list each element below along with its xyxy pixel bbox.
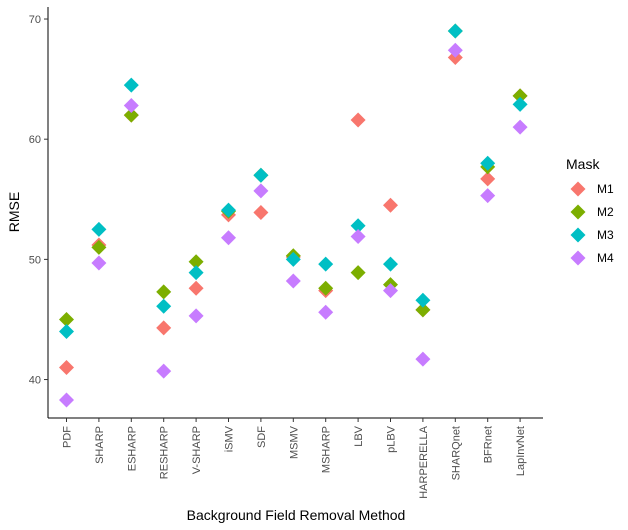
plot-area: 40 50 60 70 PDF SHARP ESHARP RESHARP V-SHARP iSM…	[29, 7, 543, 499]
point-m3	[350, 218, 366, 234]
point-m1	[253, 205, 269, 220]
x-tick-label: SHARP	[94, 426, 106, 464]
point-m4	[59, 392, 74, 408]
point-m3	[447, 23, 463, 39]
x-tick-label: HARPERELLA	[418, 425, 430, 498]
points-layer	[59, 23, 528, 408]
point-m4	[188, 308, 204, 324]
point-m2	[188, 254, 204, 270]
legend-label: M3	[597, 228, 614, 242]
point-m4	[383, 283, 398, 299]
point-m2	[59, 311, 74, 327]
y-ticks: 40 50 60 70	[29, 14, 48, 387]
legend-items: M1 M2 M3 M4	[570, 181, 614, 266]
point-m2	[156, 284, 172, 300]
y-axis-title: RMSE	[6, 192, 22, 232]
point-m2	[512, 88, 528, 104]
point-m4	[447, 42, 463, 58]
point-m2	[91, 239, 107, 255]
point-m3	[512, 96, 528, 112]
legend-key-m4	[570, 250, 586, 266]
legend: Mask M1 M2 M3 M4	[566, 156, 614, 266]
y-tick-label: 70	[29, 14, 41, 26]
point-m1	[156, 320, 172, 336]
x-tick-label: LapInvNet	[515, 426, 527, 476]
point-m3	[285, 251, 301, 267]
legend-key-m1	[570, 181, 586, 197]
x-tick-label: SDF	[256, 426, 268, 448]
x-tick-label: V-SHARP	[191, 426, 203, 474]
point-m2	[415, 302, 431, 318]
point-m3	[156, 298, 172, 314]
point-m4	[512, 119, 528, 135]
legend-title: Mask	[566, 156, 600, 172]
point-m2	[318, 280, 334, 296]
legend-label: M2	[597, 205, 614, 219]
point-m4	[350, 229, 366, 245]
point-m4	[318, 304, 334, 320]
point-m4	[415, 351, 431, 367]
point-m1	[350, 112, 366, 128]
legend-key-m2	[570, 204, 586, 220]
point-m3	[383, 256, 398, 272]
point-m2	[350, 265, 366, 281]
point-m3	[415, 292, 431, 308]
x-tick-label: PDF	[62, 426, 74, 448]
point-m4	[91, 255, 107, 271]
x-tick-label: MSHARP	[321, 426, 333, 473]
x-tick-label: iSMV	[224, 425, 236, 452]
point-m3	[123, 77, 139, 93]
legend-label: M4	[597, 251, 614, 265]
point-m4	[285, 273, 301, 289]
point-m1	[188, 280, 204, 296]
x-tick-label: MSMV	[288, 425, 300, 459]
point-m3	[59, 323, 74, 339]
point-m3	[91, 221, 107, 237]
point-m4	[253, 183, 269, 199]
y-tick-label: 50	[29, 254, 41, 266]
point-m4	[123, 98, 139, 114]
point-m3	[253, 167, 269, 183]
point-m4	[480, 188, 496, 204]
legend-key-m3	[570, 227, 586, 243]
point-m3	[318, 256, 334, 272]
x-axis-title: Background Field Removal Method	[187, 507, 406, 523]
point-m3	[221, 202, 236, 218]
x-tick-label: RESHARP	[159, 426, 171, 479]
x-tick-label: BFRnet	[483, 426, 495, 463]
y-tick-label: 60	[29, 134, 41, 146]
y-tick-label: 40	[29, 375, 41, 387]
point-m1	[480, 171, 496, 187]
point-m2	[123, 107, 139, 123]
x-tick-label: pLBV	[386, 425, 398, 453]
point-m1	[383, 197, 398, 213]
point-m4	[221, 230, 236, 246]
x-ticks: PDF SHARP ESHARP RESHARP V-SHARP iSMV SDF MSMV M…	[62, 418, 527, 499]
x-tick-label: SHARQnet	[450, 426, 462, 480]
point-m3	[480, 155, 496, 171]
x-tick-label: ESHARP	[126, 426, 138, 471]
point-m1	[59, 360, 74, 376]
legend-label: M1	[597, 182, 614, 196]
x-tick-label: LBV	[353, 425, 365, 446]
point-m3	[188, 265, 204, 281]
point-m4	[156, 363, 172, 379]
